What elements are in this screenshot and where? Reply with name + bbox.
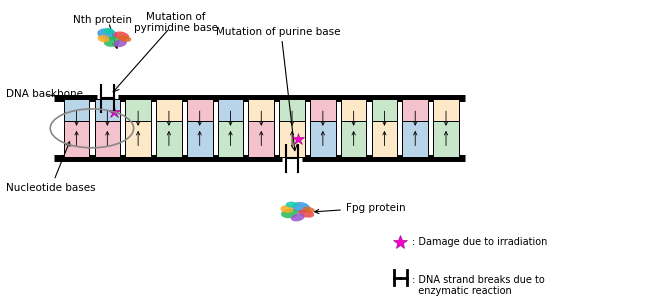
FancyBboxPatch shape: [280, 121, 305, 157]
Ellipse shape: [104, 37, 120, 47]
FancyBboxPatch shape: [63, 99, 89, 135]
FancyBboxPatch shape: [63, 121, 89, 157]
FancyBboxPatch shape: [402, 121, 428, 157]
FancyBboxPatch shape: [126, 121, 151, 157]
FancyBboxPatch shape: [187, 121, 212, 157]
FancyBboxPatch shape: [433, 121, 459, 157]
Ellipse shape: [286, 202, 297, 208]
FancyBboxPatch shape: [341, 99, 366, 135]
Text: DNA backbone: DNA backbone: [6, 89, 83, 99]
FancyBboxPatch shape: [248, 99, 274, 135]
Ellipse shape: [114, 31, 129, 40]
FancyBboxPatch shape: [280, 99, 305, 135]
FancyBboxPatch shape: [310, 99, 336, 135]
Text: : Damage due to irradiation: : Damage due to irradiation: [412, 237, 547, 247]
FancyBboxPatch shape: [402, 99, 428, 135]
FancyBboxPatch shape: [94, 99, 120, 135]
Text: Mutation of purine base: Mutation of purine base: [216, 27, 341, 37]
FancyBboxPatch shape: [341, 121, 366, 157]
FancyBboxPatch shape: [310, 121, 336, 157]
FancyBboxPatch shape: [371, 121, 397, 157]
Ellipse shape: [113, 39, 127, 47]
FancyBboxPatch shape: [433, 99, 459, 135]
FancyBboxPatch shape: [371, 99, 397, 135]
Text: Nucleotide bases: Nucleotide bases: [6, 142, 96, 193]
FancyBboxPatch shape: [187, 99, 212, 135]
FancyBboxPatch shape: [217, 121, 243, 157]
Ellipse shape: [281, 209, 298, 218]
FancyBboxPatch shape: [94, 121, 120, 157]
Ellipse shape: [291, 214, 305, 221]
Text: Mutation of
pyrimidine base: Mutation of pyrimidine base: [134, 12, 218, 33]
FancyBboxPatch shape: [126, 99, 151, 135]
FancyBboxPatch shape: [156, 121, 182, 157]
Ellipse shape: [98, 35, 109, 42]
Ellipse shape: [280, 205, 294, 213]
Ellipse shape: [104, 28, 114, 34]
Text: Nth protein: Nth protein: [72, 15, 132, 25]
Ellipse shape: [97, 28, 117, 40]
Ellipse shape: [292, 202, 311, 213]
Ellipse shape: [118, 35, 131, 42]
Text: : DNA strand breaks due to
  enzymatic reaction: : DNA strand breaks due to enzymatic rea…: [412, 275, 545, 296]
FancyBboxPatch shape: [217, 99, 243, 135]
Ellipse shape: [298, 210, 314, 218]
FancyBboxPatch shape: [156, 99, 182, 135]
Ellipse shape: [303, 207, 315, 213]
Text: Fpg protein: Fpg protein: [314, 203, 406, 214]
FancyBboxPatch shape: [248, 121, 274, 157]
